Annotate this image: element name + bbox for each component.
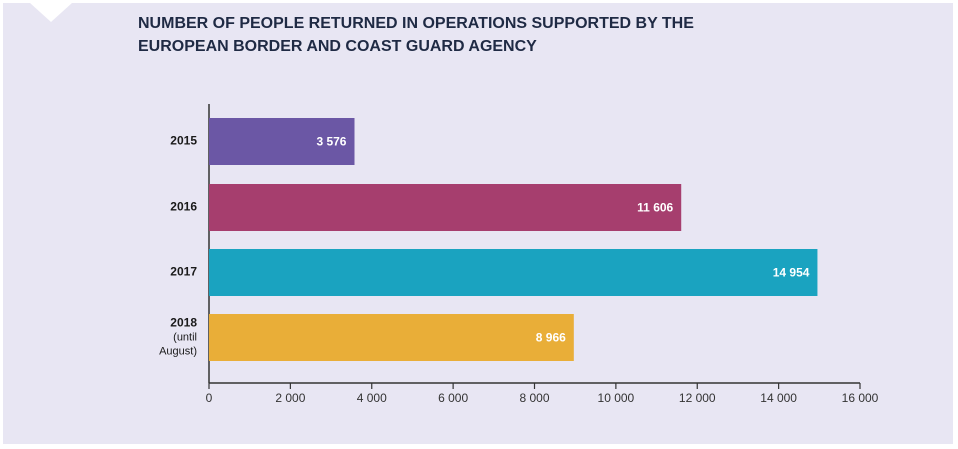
bar [209,184,682,231]
x-tick-label: 14 000 [760,391,797,405]
value-label: 8 966 [536,331,566,345]
value-label: 14 954 [773,266,810,280]
y-tick-label: 2017 [170,265,197,279]
x-tick-label: 4 000 [357,391,387,405]
value-label: 3 576 [316,135,346,149]
corner-mark [30,3,72,22]
x-tick-label: 2 000 [275,391,305,405]
x-tick-label: 10 000 [598,391,635,405]
x-tick-label: 0 [206,391,213,405]
value-label: 11 606 [637,201,673,215]
chart-title: EUROPEAN BORDER AND COAST GUARD AGENCY [138,38,537,55]
x-tick-label: 6 000 [438,391,468,405]
x-tick-label: 8 000 [519,391,549,405]
x-tick-label: 16 000 [842,391,879,405]
y-tick-label: 2016 [170,200,197,214]
bar [209,118,355,165]
bar [209,249,818,296]
x-tick-label: 12 000 [679,391,716,405]
y-tick-label: 2015 [170,134,197,148]
chart-title: NUMBER OF PEOPLE RETURNED IN OPERATIONS … [138,15,694,32]
y-tick-label: 2018 (until August) [157,316,198,358]
bar [209,314,574,361]
